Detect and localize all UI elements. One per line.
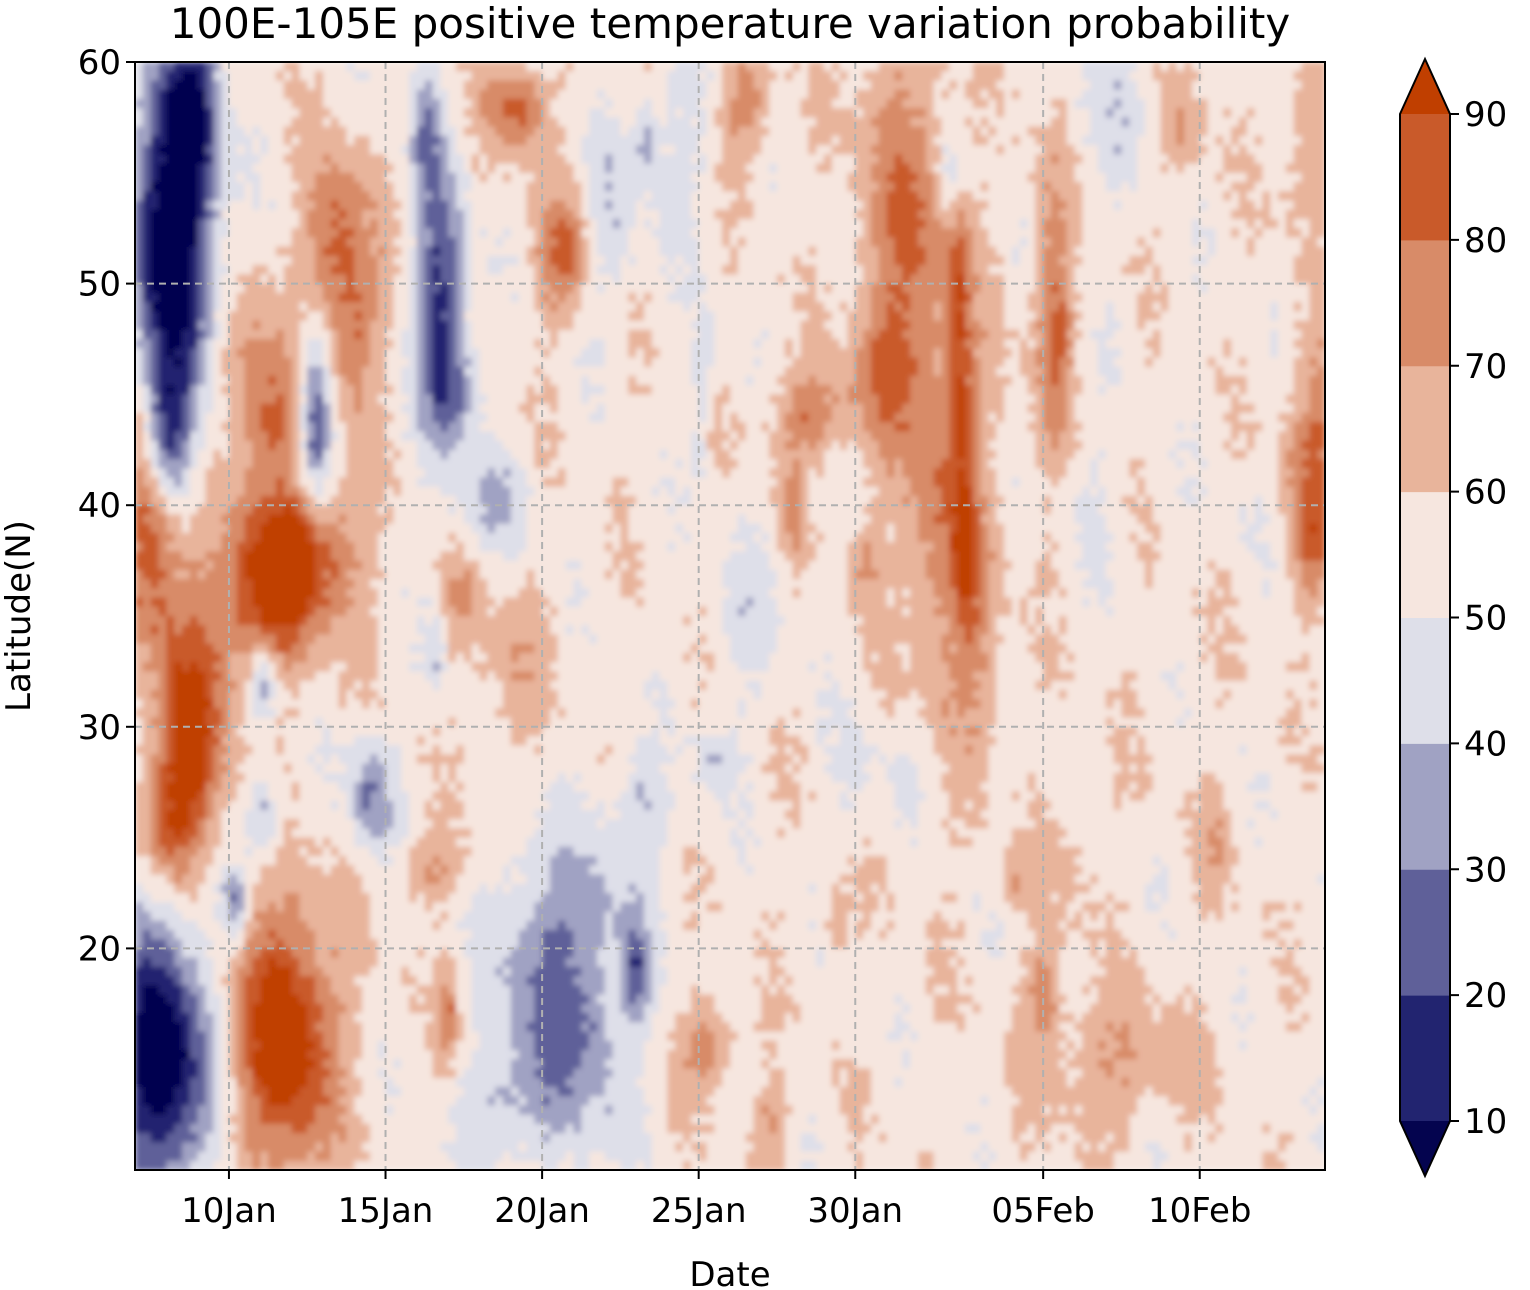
x-tick-label: 10Jan [181, 1191, 277, 1231]
contour-field [135, 62, 1325, 1170]
y-tick-label: 30 [78, 708, 121, 748]
y-tick-label: 50 [78, 265, 121, 305]
colorbar-band [1400, 617, 1450, 744]
y-axis: 20 30 40 50 60 [78, 43, 135, 969]
x-tick-label: 05Feb [991, 1191, 1094, 1231]
colorbar-band [1400, 743, 1450, 870]
colorbar-tick-label: 70 [1464, 347, 1507, 387]
colorbar-band [1400, 365, 1450, 493]
x-axis-label: Date [689, 1255, 770, 1290]
colorbar-tick-label: 40 [1464, 724, 1507, 764]
x-tick-label: 20Jan [494, 1191, 590, 1231]
colorbar: 10 20 30 40 50 60 70 80 90 [1399, 56, 1507, 1179]
colorbar-tick-label: 30 [1464, 850, 1507, 890]
x-tick-label: 25Jan [651, 1191, 747, 1231]
chart-title: 100E-105E positive temperature variation… [170, 0, 1291, 48]
plot-frame [134, 61, 1326, 1171]
y-tick-label: 40 [78, 486, 121, 526]
colorbar-tick-label: 80 [1464, 221, 1507, 261]
y-tick-label: 20 [78, 929, 121, 969]
colorbar-over-extend [1400, 59, 1450, 114]
x-tick-label: 30Jan [807, 1191, 903, 1231]
y-tick-label: 60 [78, 43, 121, 83]
colorbar-tick-label: 90 [1464, 95, 1507, 135]
colorbar-band [1400, 114, 1450, 241]
colorbar-tick-label: 60 [1464, 473, 1507, 513]
x-axis: 10Jan 15Jan 20Jan 25Jan 30Jan 05Feb 10Feb [181, 1170, 1251, 1231]
colorbar-tick-label: 10 [1464, 1102, 1507, 1142]
y-axis-label: Latitude(N) [0, 520, 39, 712]
colorbar-band [1400, 239, 1450, 367]
x-tick-label: 15Jan [338, 1191, 434, 1231]
colorbar-under-extend [1400, 1121, 1450, 1176]
colorbar-tick-label: 20 [1464, 976, 1507, 1016]
colorbar-band [1400, 995, 1450, 1122]
colorbar-band [1400, 491, 1450, 619]
colorbar-band [1400, 869, 1450, 996]
colorbar-tick-label: 50 [1464, 599, 1507, 639]
x-tick-label: 10Feb [1148, 1191, 1251, 1231]
